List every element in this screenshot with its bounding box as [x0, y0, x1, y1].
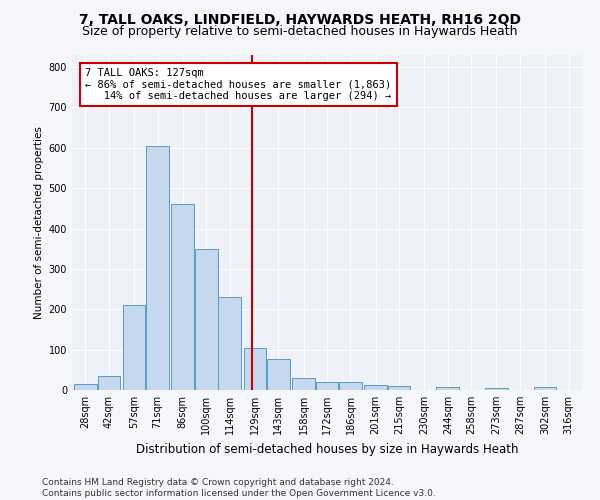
- Bar: [436, 387, 459, 390]
- Bar: [74, 384, 97, 390]
- X-axis label: Distribution of semi-detached houses by size in Haywards Heath: Distribution of semi-detached houses by …: [136, 442, 518, 456]
- Bar: [244, 348, 266, 390]
- Bar: [267, 359, 290, 390]
- Bar: [364, 385, 387, 390]
- Bar: [172, 204, 194, 390]
- Bar: [485, 388, 508, 390]
- Bar: [339, 382, 362, 390]
- Text: 7 TALL OAKS: 127sqm
← 86% of semi-detached houses are smaller (1,863)
   14% of : 7 TALL OAKS: 127sqm ← 86% of semi-detach…: [85, 68, 392, 101]
- Text: 7, TALL OAKS, LINDFIELD, HAYWARDS HEATH, RH16 2QD: 7, TALL OAKS, LINDFIELD, HAYWARDS HEATH,…: [79, 12, 521, 26]
- Bar: [146, 146, 169, 390]
- Bar: [534, 387, 556, 390]
- Bar: [123, 305, 145, 390]
- Bar: [316, 382, 338, 390]
- Bar: [195, 248, 218, 390]
- Bar: [218, 297, 241, 390]
- Bar: [388, 386, 410, 390]
- Text: Size of property relative to semi-detached houses in Haywards Heath: Size of property relative to semi-detach…: [82, 25, 518, 38]
- Bar: [98, 376, 120, 390]
- Y-axis label: Number of semi-detached properties: Number of semi-detached properties: [34, 126, 44, 319]
- Bar: [292, 378, 315, 390]
- Text: Contains HM Land Registry data © Crown copyright and database right 2024.
Contai: Contains HM Land Registry data © Crown c…: [42, 478, 436, 498]
